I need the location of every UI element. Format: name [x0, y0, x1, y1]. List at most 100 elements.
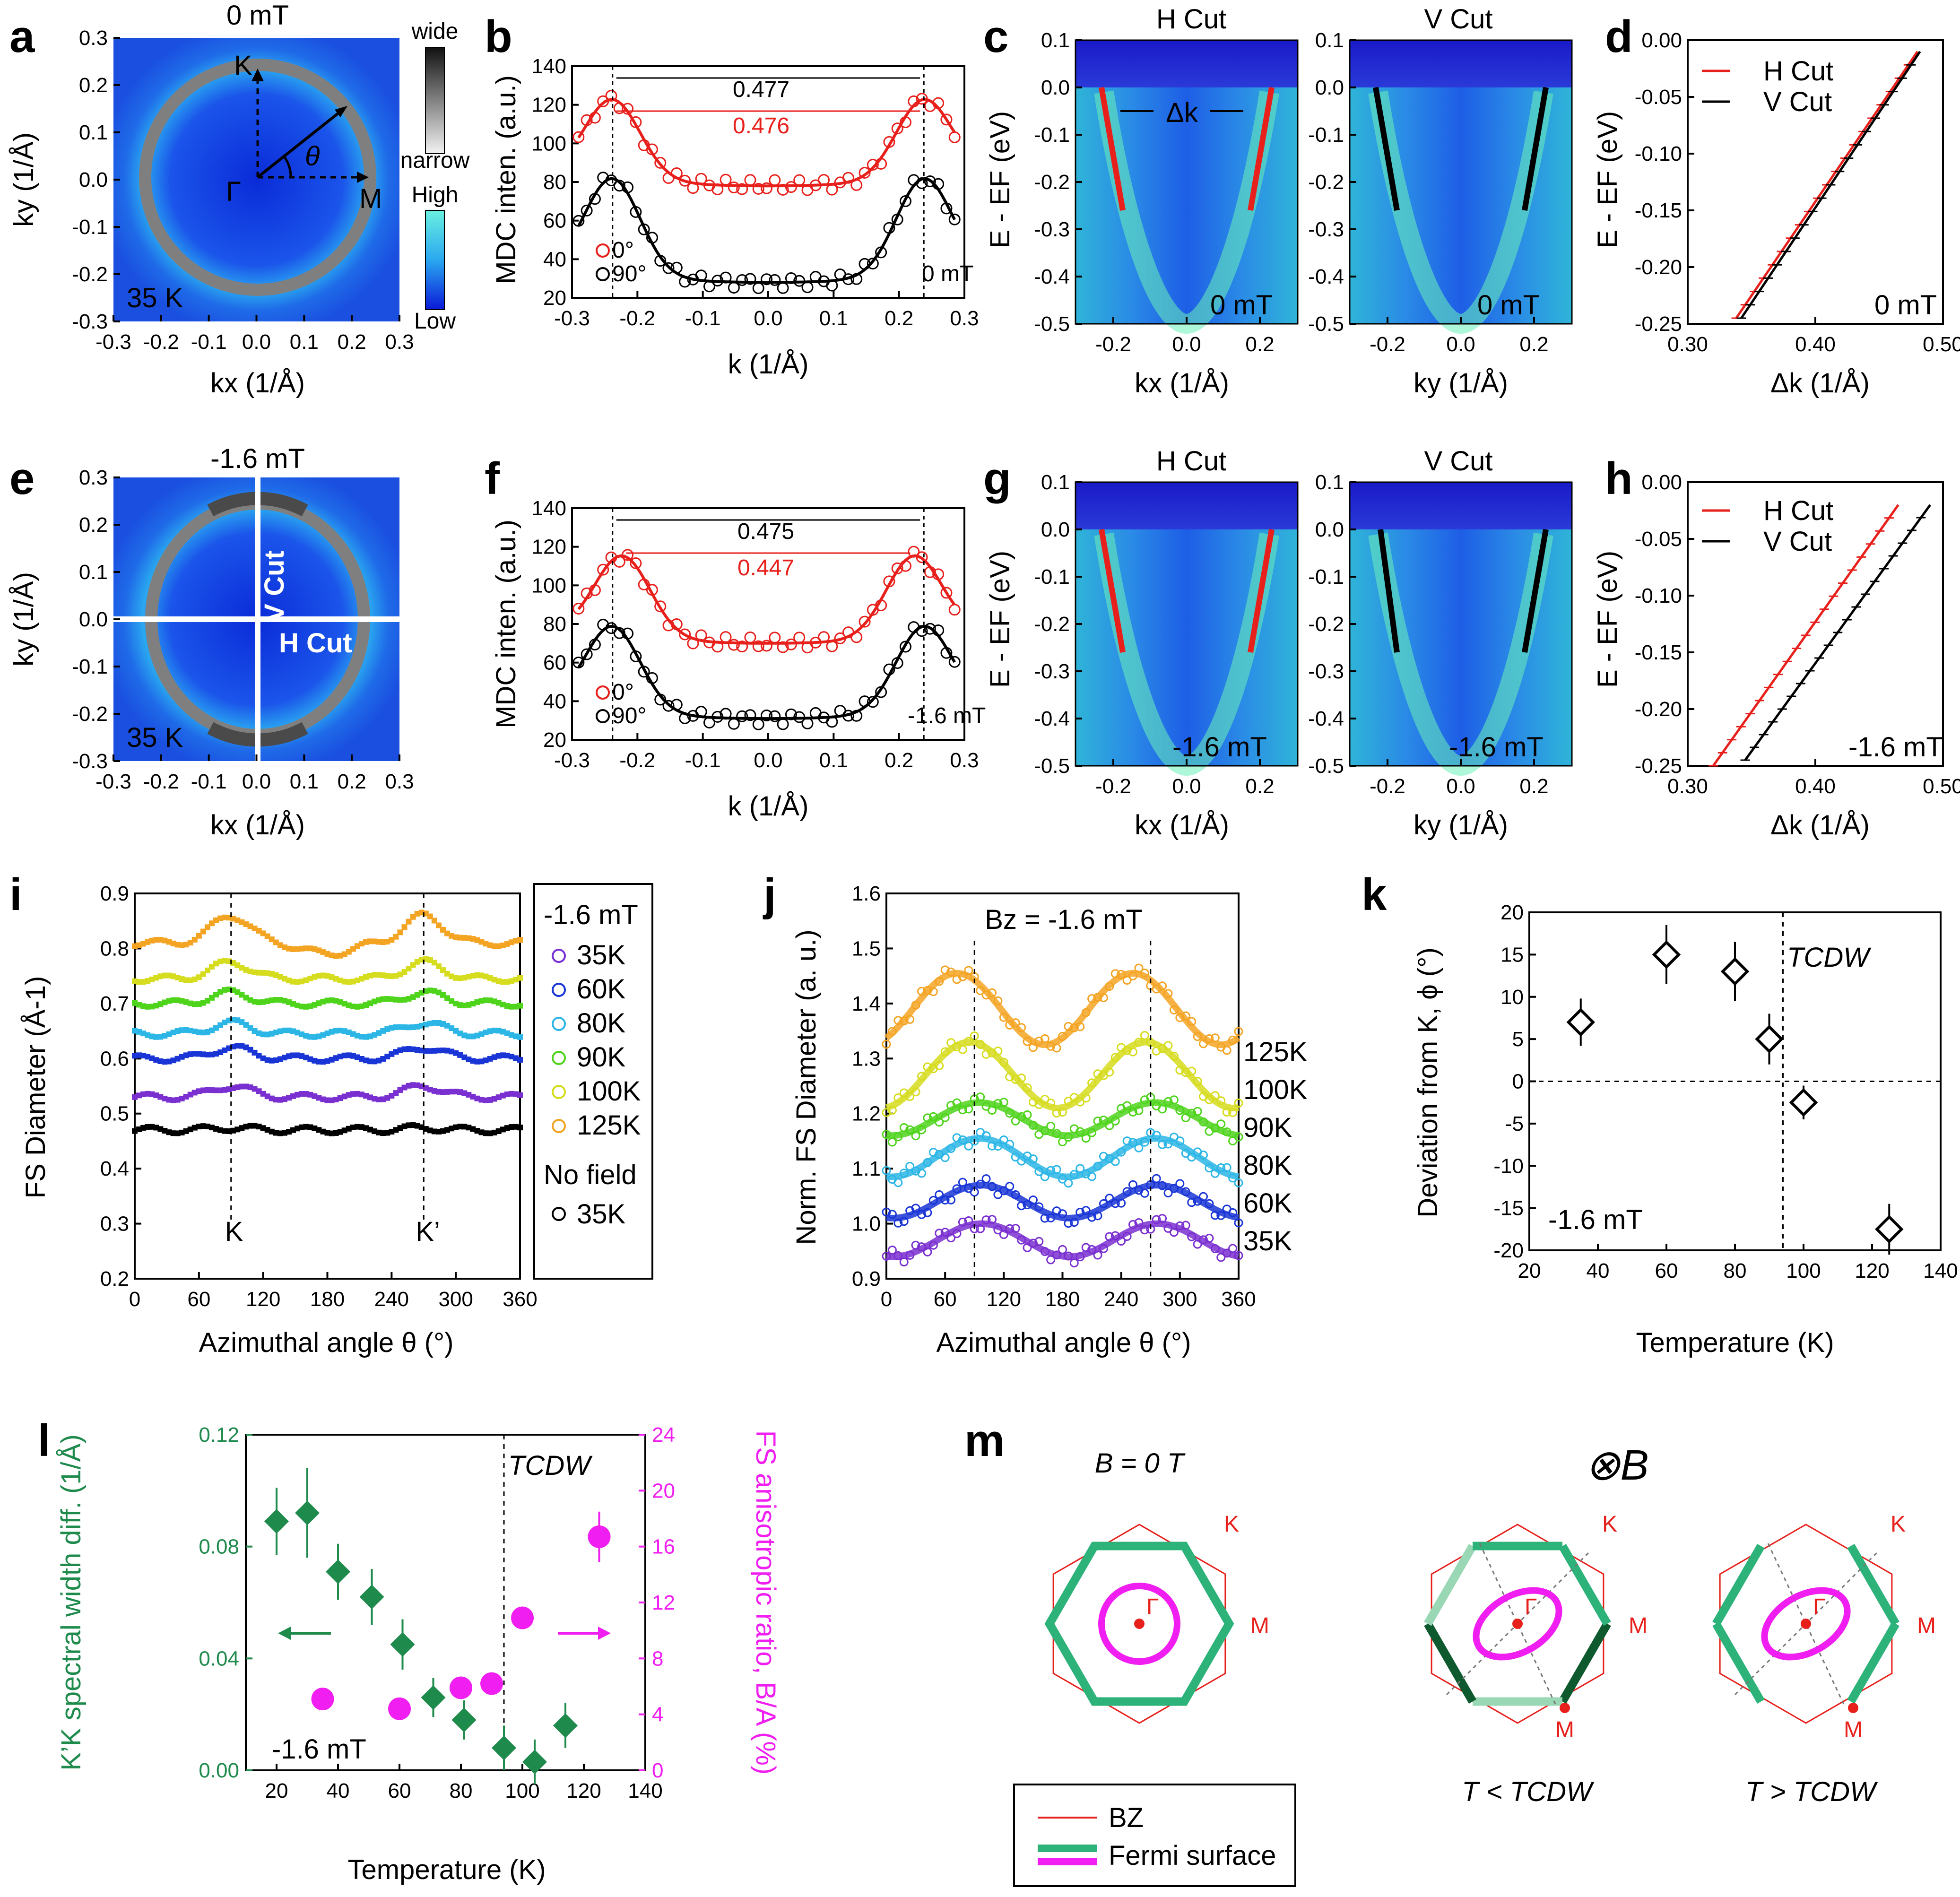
data-point — [380, 1096, 386, 1102]
y-tick-label: 0.9 — [852, 1267, 881, 1291]
data-point — [406, 966, 412, 972]
data-point — [905, 1014, 915, 1024]
data-point — [1011, 1116, 1020, 1126]
data-point — [1122, 1187, 1132, 1196]
y-tick-label: 60 — [543, 651, 566, 675]
y-tick-label: -0.20 — [1635, 256, 1682, 279]
data-point — [312, 1002, 318, 1008]
data-point — [166, 1129, 172, 1135]
temperature-label: 90K — [1243, 1112, 1292, 1143]
data-point — [999, 1098, 1008, 1107]
y-tick-label: -0.25 — [1635, 754, 1682, 778]
data-point — [483, 1030, 489, 1036]
mdc-peak-left — [1099, 87, 1126, 211]
x-axis-label: Δk (1/Å) — [1770, 810, 1870, 840]
y-tick-label: 80 — [543, 613, 566, 636]
y-tick-label: 0.0 — [79, 168, 108, 191]
m-point-label-lower: M — [1844, 1717, 1863, 1742]
data-point — [162, 1127, 168, 1134]
field-label-h: 0 mT — [1210, 290, 1273, 320]
x-tick-label: -0.3 — [554, 307, 590, 330]
x-tick-label: 60 — [187, 1288, 210, 1311]
x-tick-label: 0.1 — [819, 749, 848, 772]
y-tick-label: 120 — [532, 94, 566, 117]
data-point — [170, 1130, 176, 1136]
data-point — [281, 1130, 287, 1136]
data-point — [1140, 1031, 1149, 1040]
x-axis-label: k (1/Å) — [728, 349, 809, 380]
panel-b: b -0.3 -0.2 -0.1 0.0 0.1 0.2 0.320406080100120… — [485, 11, 979, 380]
data-point — [200, 1123, 206, 1129]
data-point — [196, 1001, 202, 1007]
data-point — [867, 158, 879, 171]
data-point — [153, 1003, 159, 1009]
data-point — [478, 1097, 485, 1103]
y-tick-label: -0.2 — [1308, 613, 1344, 636]
data-point — [1216, 1096, 1226, 1106]
data-point — [1075, 1252, 1085, 1262]
m-point-label: M — [1629, 1613, 1648, 1638]
data-point — [273, 1130, 279, 1136]
x-tick-label: 0.3 — [385, 770, 414, 793]
data-point — [1128, 1180, 1137, 1189]
data-point — [952, 1229, 962, 1238]
data-point — [508, 1032, 514, 1038]
data-point — [337, 953, 343, 959]
legend-bz: BZ — [1109, 1802, 1144, 1833]
data-point — [928, 1195, 938, 1205]
gamma-point-dot — [1134, 1619, 1145, 1629]
data-point — [200, 971, 206, 977]
data-point — [1210, 1091, 1220, 1100]
data-point — [162, 1033, 168, 1039]
data-point — [882, 1166, 891, 1175]
legend-marker-0deg — [596, 243, 610, 258]
data-point — [1046, 1121, 1056, 1131]
data-point — [917, 1210, 926, 1219]
data-point — [899, 1123, 909, 1132]
data-point — [191, 1090, 198, 1096]
data-point — [256, 999, 262, 1005]
legend-label: 90K — [577, 1042, 626, 1073]
data-point — [264, 998, 270, 1005]
data-point — [1169, 1005, 1179, 1014]
y-tick-label: 100 — [532, 574, 566, 597]
data-point — [1058, 1137, 1067, 1146]
field-label: -1.6 mT — [1848, 732, 1943, 762]
data-point — [646, 584, 658, 596]
data-point — [1040, 1172, 1049, 1181]
data-point — [613, 627, 625, 639]
temperature-label: 100K — [1243, 1074, 1308, 1105]
data-point — [917, 987, 926, 996]
data-point — [431, 1088, 437, 1094]
data-point — [1023, 1037, 1032, 1046]
data-point — [1058, 1209, 1067, 1219]
data-point — [867, 696, 879, 708]
data-point — [389, 1051, 395, 1057]
x-tick-label: 0.0 — [1172, 333, 1201, 356]
x-tick-label: 180 — [1045, 1288, 1080, 1311]
data-point — [179, 1129, 185, 1135]
data-point — [431, 918, 437, 924]
data-point — [988, 1105, 997, 1115]
data-point — [500, 979, 506, 985]
data-point — [1017, 1201, 1026, 1211]
data-point — [145, 1091, 151, 1097]
data-point — [140, 1053, 147, 1059]
data-point — [299, 1053, 305, 1059]
gamma-point-label: Γ — [226, 176, 241, 207]
data-point — [630, 116, 642, 128]
data-point — [252, 1049, 258, 1056]
x-axis-label-v: ky (1/Å) — [1414, 810, 1508, 840]
data-point — [389, 1128, 395, 1135]
data-point — [935, 1061, 944, 1070]
data-point — [329, 1057, 335, 1063]
left-axis-label: K’K spectral width diff. (1/Å) — [56, 1434, 87, 1770]
y-tick-label: -0.2 — [1034, 171, 1070, 194]
data-point — [414, 959, 420, 965]
fit-curve — [577, 177, 956, 284]
data-point — [234, 1017, 241, 1023]
data-point — [393, 934, 399, 940]
data-point — [491, 1129, 497, 1135]
